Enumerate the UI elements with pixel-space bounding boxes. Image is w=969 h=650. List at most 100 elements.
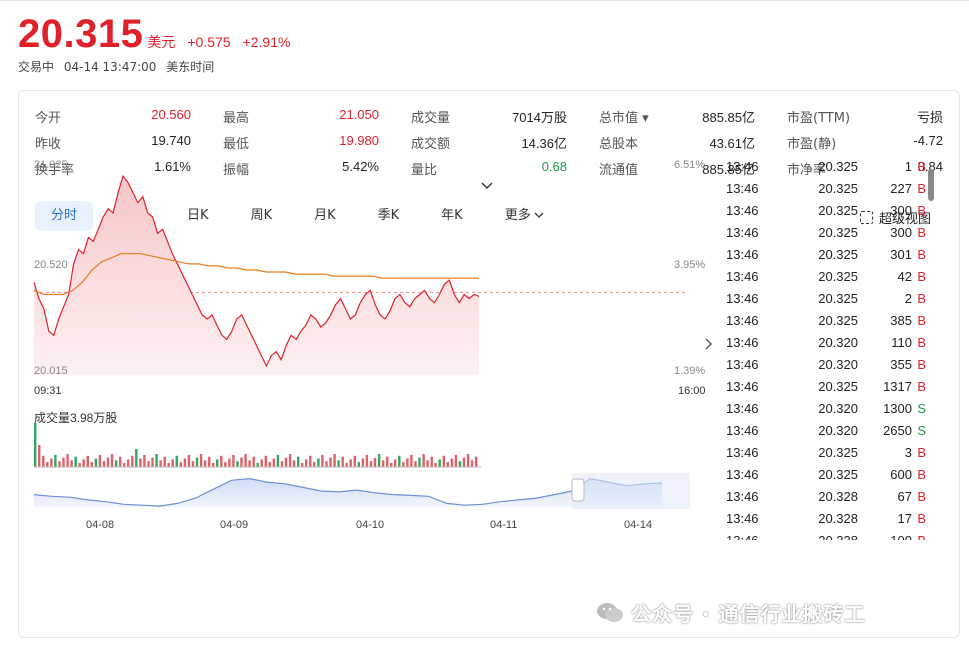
volume-bar <box>171 459 174 467</box>
tick-price: 20.325 <box>818 158 858 174</box>
volume-bar <box>422 454 425 467</box>
nav-date-1: 04-09 <box>220 519 249 531</box>
stat-key: 市净率 <box>787 162 827 178</box>
volume-bar <box>466 454 470 467</box>
volume-bar <box>106 457 110 467</box>
pct-label-bottom: 1.39% <box>674 365 706 377</box>
trading-status: 交易中 04-14 13:47:00 美东时间 <box>18 58 220 75</box>
volume-bar <box>475 456 478 467</box>
intraday-chart[interactable]: 21.025 20.520 20.015 6.51% 3.95% 1.39% 0… <box>14 155 706 540</box>
x-label-end: 16:00 <box>678 385 706 397</box>
tick-price: 20.325 <box>818 180 858 196</box>
volume-bar <box>349 459 352 467</box>
navigator-line <box>33 477 663 507</box>
tick-scrollbar[interactable] <box>927 165 935 535</box>
tick-row: 13:46 20.325 385 B <box>718 309 930 331</box>
volume-bar <box>402 462 405 467</box>
tab-4[interactable]: 月K <box>298 201 352 231</box>
tab-5[interactable]: 季K <box>362 201 416 231</box>
stat-key: 昨收 <box>35 136 62 152</box>
stats-row: 换手率 1.61% 振幅 5.42% 量比 0.68 流通值 885.85亿 市净率 0.84 <box>35 155 947 181</box>
tick-row: 13:46 20.325 42 B <box>718 265 930 287</box>
tab-7[interactable]: 更多 <box>489 201 560 231</box>
tick-price: 20.325 <box>818 268 858 284</box>
tick-qty: 100 <box>890 532 912 541</box>
tick-time: 13:46 <box>726 400 759 416</box>
stat-item: 最高 21.050 <box>223 107 379 126</box>
tab-3[interactable]: 周K <box>235 201 289 231</box>
tick-qty: 600 <box>890 466 912 482</box>
quote-header: 20.315 美元 +0.575 +2.91% <box>18 14 290 54</box>
stat-key[interactable]: 总市值 ▾ <box>599 110 649 126</box>
pct-label-mid: 3.95% <box>674 259 706 271</box>
stat-key: 市盈(TTM) <box>787 110 851 126</box>
volume-bar <box>54 454 57 467</box>
expand-stats-button[interactable] <box>481 179 493 193</box>
volume-bar <box>86 455 89 467</box>
stat-item: 市盈(静) -4.72 <box>787 133 943 152</box>
volume-bar <box>143 454 146 467</box>
tick-time: 13:46 <box>726 532 759 541</box>
tick-side: B <box>917 356 926 372</box>
tick-side: B <box>917 444 926 460</box>
tick-row: 13:46 20.325 227 B <box>718 177 930 199</box>
volume-bar <box>98 454 102 467</box>
stat-item: 昨收 19.740 <box>35 133 191 152</box>
tick-side: B <box>917 202 926 218</box>
tick-price: 20.328 <box>818 488 858 504</box>
volume-bar <box>90 462 93 467</box>
volume-bar <box>373 458 377 467</box>
tick-side: B <box>917 488 926 504</box>
stat-value: 1.61% <box>154 158 191 174</box>
tab-2[interactable]: 日K <box>171 201 225 231</box>
volume-bar <box>123 463 126 467</box>
chevron-down-icon <box>534 212 544 218</box>
tick-scroll-thumb[interactable] <box>928 169 934 201</box>
y-label-bottom: 20.015 <box>34 365 68 377</box>
tick-list[interactable]: 13:46 20.325 1 B 13:46 20.325 227 B 13:46 20.325 3… <box>718 155 930 541</box>
tick-qty: 300 <box>890 224 912 240</box>
chevron-right-icon <box>705 338 712 350</box>
super-view-button[interactable]: 超级视图 <box>859 208 931 227</box>
tab-label: 更多 <box>504 208 531 223</box>
volume-bar <box>232 454 235 467</box>
tab-label: 日K <box>187 208 209 223</box>
tick-row: 13:46 20.325 1317 B <box>718 375 930 397</box>
tab-6[interactable]: 年K <box>425 201 479 231</box>
tick-side: B <box>917 224 926 240</box>
volume-bar <box>212 463 215 467</box>
volume-bar <box>70 460 73 467</box>
tick-side: B <box>917 510 926 526</box>
navigator-window <box>572 473 704 509</box>
volume-bar <box>256 463 259 467</box>
tick-time: 13:46 <box>726 180 759 196</box>
volume-bar <box>147 461 150 467</box>
volume-bar <box>240 457 243 467</box>
tick-price: 20.325 <box>818 466 858 482</box>
volume-bar <box>183 458 187 467</box>
tick-qty: 2650 <box>883 422 912 438</box>
tab-label: 分时 <box>51 208 78 223</box>
tick-time: 13:46 <box>726 466 759 482</box>
volume-bar <box>78 463 81 467</box>
tab-0[interactable]: 分时 <box>35 201 94 231</box>
volume-bar <box>284 457 288 467</box>
tick-time: 13:46 <box>726 202 759 218</box>
tick-qty: 3 <box>904 444 912 460</box>
volume-bar <box>329 457 332 467</box>
volume-bar <box>418 457 421 467</box>
volume-bar <box>386 456 389 467</box>
volume-bar <box>224 462 227 467</box>
volume-bar <box>357 462 360 467</box>
tick-side: S <box>917 422 926 438</box>
tick-qty: 385 <box>890 312 912 328</box>
stat-key: 总股本 <box>599 136 639 152</box>
stat-value: 19.740 <box>151 132 191 148</box>
volume-bar <box>62 457 65 467</box>
tick-side: B <box>917 312 926 328</box>
volume-bar <box>119 456 122 467</box>
collapse-ticks-button[interactable] <box>705 338 713 354</box>
last-price: 20.315 <box>18 12 144 56</box>
tick-side: B <box>917 268 926 284</box>
tab-label: 年K <box>441 208 463 223</box>
